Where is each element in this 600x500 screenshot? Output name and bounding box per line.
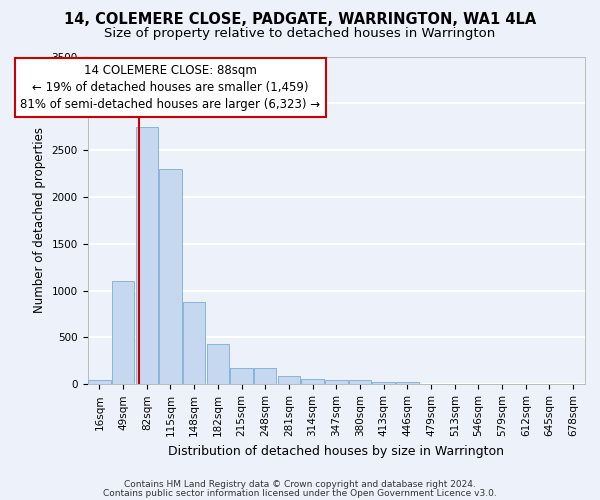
Bar	[230, 368, 253, 384]
Text: 14, COLEMERE CLOSE, PADGATE, WARRINGTON, WA1 4LA: 14, COLEMERE CLOSE, PADGATE, WARRINGTON,…	[64, 12, 536, 28]
Bar	[325, 380, 347, 384]
X-axis label: Distribution of detached houses by size in Warrington: Distribution of detached houses by size …	[168, 444, 504, 458]
Bar	[88, 380, 110, 384]
Text: Size of property relative to detached houses in Warrington: Size of property relative to detached ho…	[104, 28, 496, 40]
Bar	[396, 382, 419, 384]
Bar	[159, 169, 182, 384]
Bar	[278, 376, 300, 384]
Bar	[373, 382, 395, 384]
Bar	[112, 282, 134, 385]
Text: Contains HM Land Registry data © Crown copyright and database right 2024.: Contains HM Land Registry data © Crown c…	[124, 480, 476, 489]
Bar	[254, 368, 277, 384]
Bar	[183, 302, 205, 384]
Bar	[206, 344, 229, 385]
Text: 14 COLEMERE CLOSE: 88sqm
← 19% of detached houses are smaller (1,459)
81% of sem: 14 COLEMERE CLOSE: 88sqm ← 19% of detach…	[20, 64, 320, 111]
Text: Contains public sector information licensed under the Open Government Licence v3: Contains public sector information licen…	[103, 488, 497, 498]
Y-axis label: Number of detached properties: Number of detached properties	[33, 128, 46, 314]
Bar	[349, 380, 371, 384]
Bar	[136, 126, 158, 384]
Bar	[301, 378, 324, 384]
